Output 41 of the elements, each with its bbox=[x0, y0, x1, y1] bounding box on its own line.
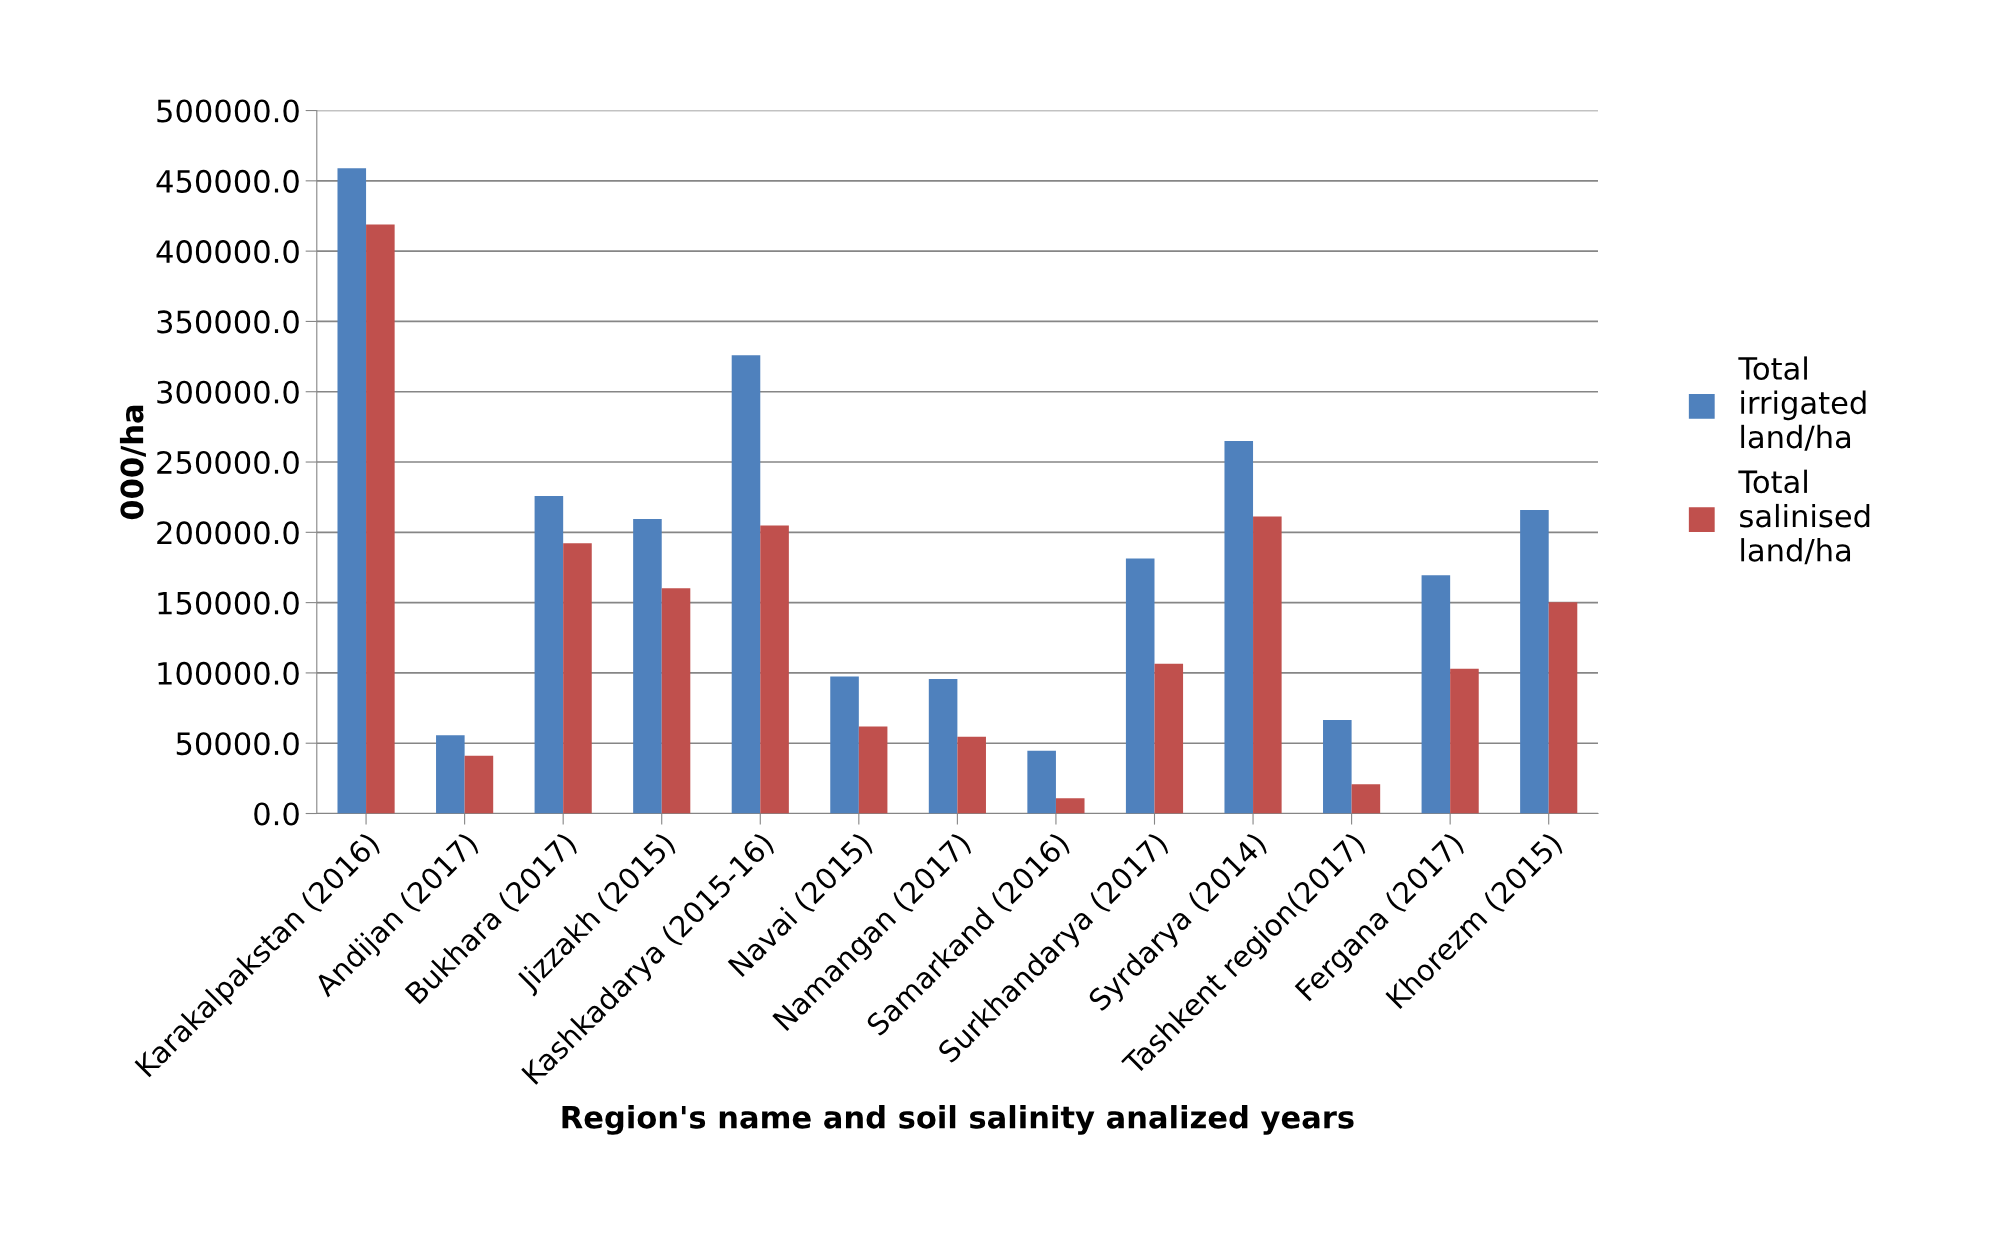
bar bbox=[464, 755, 494, 814]
bar bbox=[1224, 440, 1254, 814]
bar bbox=[1520, 510, 1549, 814]
bar bbox=[633, 518, 662, 814]
bar bbox=[534, 495, 564, 814]
bar bbox=[661, 588, 691, 814]
bar bbox=[366, 224, 395, 814]
bar bbox=[760, 525, 789, 814]
bar bbox=[1253, 516, 1282, 814]
bar bbox=[1323, 720, 1352, 814]
bar bbox=[1351, 784, 1381, 814]
bar bbox=[1421, 575, 1451, 814]
y-tick-label: 150000.0 bbox=[158, 591, 299, 615]
bar bbox=[1125, 558, 1155, 814]
bar bbox=[1154, 663, 1184, 814]
bar bbox=[957, 736, 986, 814]
bar bbox=[1548, 602, 1578, 814]
bar bbox=[858, 726, 888, 814]
bar bbox=[337, 168, 367, 814]
y-tick-label: 250000.0 bbox=[157, 450, 299, 475]
y-axis-title: 000/ha bbox=[119, 405, 146, 520]
y-tick-label: 350000.0 bbox=[157, 310, 299, 334]
y-tick-label: 50000.0 bbox=[176, 732, 299, 756]
legend-label: Total salinised land/ha bbox=[1738, 469, 1870, 565]
y-tick-label: 300000.0 bbox=[157, 380, 299, 404]
bar bbox=[731, 355, 761, 814]
y-tick-label: 100000.0 bbox=[158, 661, 299, 685]
bar bbox=[1055, 798, 1085, 814]
x-axis-title: Region's name and soil salinity analized years bbox=[562, 1105, 1354, 1135]
bar bbox=[1450, 668, 1479, 814]
bar bbox=[928, 679, 958, 814]
y-tick-label: 500000.0 bbox=[157, 99, 299, 123]
legend-label: Total irrigated land/ha bbox=[1738, 356, 1866, 451]
bar bbox=[830, 676, 859, 814]
y-tick-label: 200000.0 bbox=[157, 521, 299, 545]
y-tick-label: 450000.0 bbox=[156, 169, 299, 193]
bar bbox=[436, 735, 465, 814]
bar bbox=[563, 543, 592, 814]
bar bbox=[1027, 750, 1056, 814]
y-tick-label: 0.0 bbox=[254, 802, 299, 826]
y-tick-label: 400000.0 bbox=[156, 240, 299, 264]
